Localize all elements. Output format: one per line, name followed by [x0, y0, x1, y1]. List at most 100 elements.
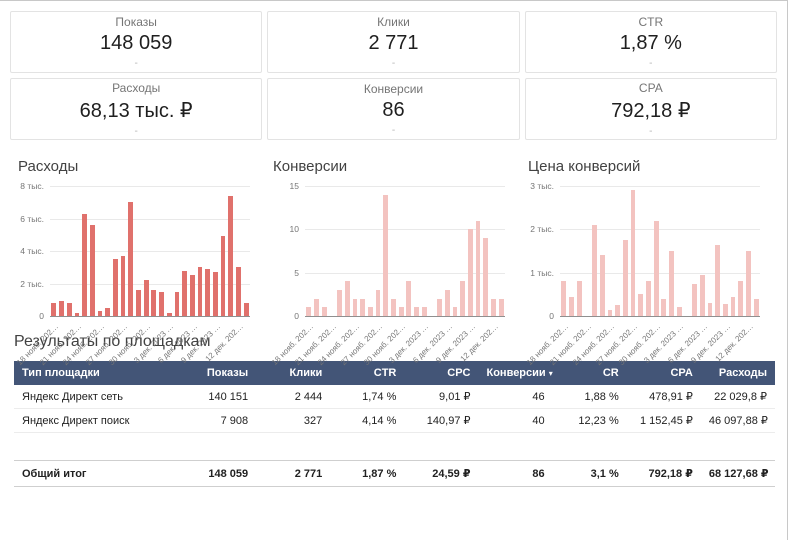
table-cell: 140,97 ₽ [404, 408, 479, 433]
sort-desc-icon[interactable]: ▾ [548, 369, 553, 378]
y-axis: 0 5 10 15 [269, 181, 305, 321]
chart-bar [653, 220, 659, 316]
chart-bar [491, 298, 496, 316]
x-axis-line [305, 316, 505, 317]
chart-bar [368, 307, 373, 316]
scorecard-delta: - [134, 58, 138, 69]
chart-bar [74, 312, 80, 316]
chart-bar [715, 244, 721, 316]
y-tick-label: 3 тыс. [530, 181, 554, 191]
chart-bar [421, 307, 427, 316]
table-header-cell[interactable]: Конверсии ▾ [478, 361, 553, 385]
chart-bar [468, 229, 473, 316]
scorecard-costs: Расходы 68,13 тыс. ₽ - [10, 78, 263, 140]
scorecards-section: Показы 148 059 - Клики 2 771 - CTR 1,87 … [0, 9, 787, 140]
table-header-cell[interactable]: Показы [182, 361, 257, 385]
table-cell: Яндекс Директ поиск [14, 408, 182, 433]
gridline [305, 229, 505, 231]
chart-bar [306, 307, 312, 316]
scorecard-value: 1,87 % [619, 32, 682, 54]
table-header-cell[interactable]: Расходы [700, 361, 775, 385]
table-header-row: Тип площадки Показы Клики CTR CPC Конверсии ▾ C… [14, 361, 775, 385]
chart-bar [460, 281, 466, 316]
chart-bar [97, 311, 103, 316]
chart-bar [189, 275, 195, 316]
chart-bar [498, 298, 504, 316]
chart-bar [475, 220, 481, 316]
scorecard-value: 68,13 тыс. ₽ [79, 100, 193, 122]
table-cell: 46 097,88 ₽ [700, 408, 775, 433]
scorecard-ctr: CTR 1,87 % - [524, 11, 777, 73]
chart-bar [236, 267, 241, 316]
y-axis: 0 1 тыс. 2 тыс. 3 тыс. [524, 181, 560, 321]
plot-area: 18 нояб. 202… 21 нояб. 202… 24 нояб. 202… 2… [15, 186, 250, 367]
chart-bar [105, 307, 111, 316]
y-tick-label: 4 тыс. [20, 246, 44, 256]
chart-bar [730, 296, 736, 316]
chart-bar [753, 298, 759, 316]
table-cell: 327 [256, 408, 331, 433]
chart-bar [383, 194, 389, 316]
gridline [50, 218, 250, 220]
chart-bar [437, 298, 442, 316]
y-tick-label: 8 тыс. [20, 181, 44, 191]
chart-bar [89, 225, 95, 316]
table-row: Яндекс Директ сеть 140 151 2 444 1,74 % 9,01… [14, 385, 775, 409]
chart-bar [344, 281, 350, 316]
chart-bar [205, 268, 211, 316]
scorecard-delta: - [649, 58, 653, 69]
chart-bar [166, 312, 172, 316]
charts-section: Расходы 0 2 тыс. 4 тыс. 6 тыс. 8 тыс. 18 ноя… [0, 140, 787, 367]
results-table: Тип площадки Показы Клики CTR CPC Конверсии ▾ C… [14, 361, 775, 487]
chart-title: Расходы [18, 158, 79, 175]
chart-title: Конверсии [273, 158, 348, 175]
scorecard-delta: - [391, 125, 396, 136]
table-header-cell[interactable]: CTR [330, 361, 405, 385]
scorecard-value: 2 771 [368, 32, 419, 54]
chart-title: Цена конверсий [528, 158, 641, 175]
y-tick-label: 6 тыс. [20, 213, 44, 224]
scorecard-label: Клики [377, 15, 410, 29]
chart-bar [669, 251, 674, 316]
scorecard-cpa: CPA 792,18 ₽ - [524, 78, 777, 140]
chart-bar [159, 291, 164, 316]
table-header-cell[interactable]: CPA [626, 361, 701, 385]
table-header-cell[interactable]: CR [552, 361, 627, 385]
table-cell: 140 151 [182, 385, 257, 409]
table-total-cell: 1,87 % [330, 460, 405, 487]
gridline [305, 186, 505, 187]
scorecard-value: 792,18 ₽ [611, 100, 691, 122]
table-total-cell: 68 127,68 ₽ [700, 460, 775, 487]
chart-bar [143, 280, 149, 316]
chart-bar [352, 298, 358, 316]
chart-bar [638, 294, 644, 316]
chart-conversions: Конверсии 0 5 10 15 18 нояб. 202… 21 нояб. 2… [269, 158, 524, 367]
table-header-cell[interactable]: Тип площадки [14, 361, 182, 385]
table-spacer [14, 433, 775, 461]
chart-bar [197, 267, 203, 316]
chart-bar [243, 303, 249, 316]
gridline [560, 272, 760, 274]
scorecard-delta: - [134, 126, 138, 137]
chart-bar [314, 298, 319, 316]
chart-bar [375, 290, 381, 316]
table-header-cell[interactable]: CPC [404, 361, 479, 385]
chart-bar [607, 309, 613, 316]
plot-area: 18 нояб. 202… 21 нояб. 202… 24 нояб. 202… 2… [270, 186, 505, 367]
scorecard-label: Расходы [112, 81, 161, 95]
chart-bar [699, 274, 705, 316]
chart-bar [452, 307, 458, 316]
chart-bar [676, 307, 682, 316]
gridline [50, 283, 250, 285]
y-tick-label: 5 [294, 267, 299, 278]
chart-bar [738, 281, 744, 316]
y-tick-label: 2 тыс. [530, 224, 554, 235]
scorecard-delta: - [391, 58, 396, 69]
scorecard-conversions: Конверсии 86 - [267, 78, 520, 140]
table-cell: 7 908 [182, 408, 257, 433]
table-cell: 22 029,8 ₽ [700, 385, 775, 409]
table-header-cell[interactable]: Клики [256, 361, 331, 385]
table-total-label: Общий итог [14, 460, 182, 487]
chart-bar [406, 281, 412, 316]
chart-bar [398, 307, 404, 316]
